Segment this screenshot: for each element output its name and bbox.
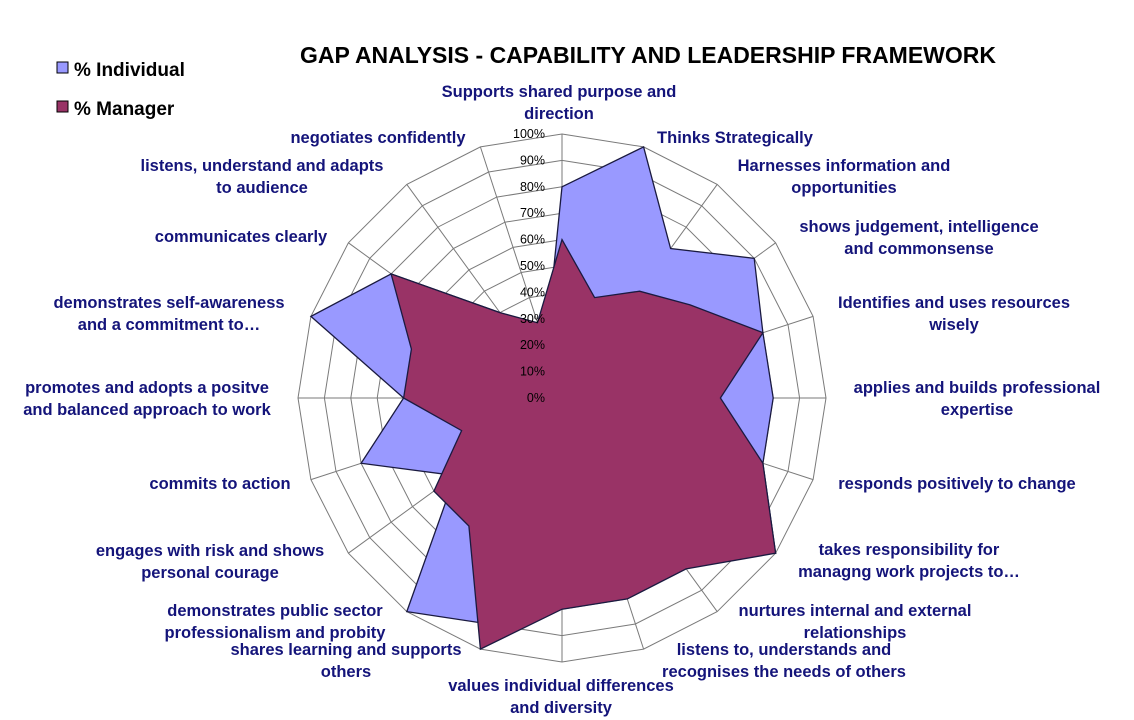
radar-series — [309, 145, 777, 651]
category-label-line: direction — [524, 105, 594, 123]
category-label: nurtures internal and external relationsh… — [739, 602, 972, 642]
category-label-line: Thinks Strategically — [657, 129, 814, 147]
tick-label: 100% — [513, 127, 545, 141]
tick-label: 40% — [520, 285, 545, 299]
category-label: values individual differences and diversi… — [448, 677, 674, 717]
category-label-line: Harnesses information and — [738, 157, 951, 175]
category-label-line: recognises the needs of others — [662, 663, 906, 681]
legend-swatch-individual — [56, 61, 69, 74]
tick-label: 90% — [520, 153, 545, 167]
category-label-line: to audience — [216, 179, 308, 197]
category-label-line: managng work projects to… — [798, 563, 1020, 581]
category-label: shares learning and supports others — [230, 641, 461, 681]
legend-label-manager: % Manager — [74, 99, 175, 120]
category-label: responds positively to change — [838, 475, 1075, 493]
category-label-line: responds positively to change — [838, 475, 1075, 493]
category-label-line: and a commitment to… — [78, 316, 260, 334]
category-label-line: listens, understand and adapts — [141, 157, 384, 175]
legend-swatch-manager — [56, 100, 69, 113]
category-label-line: Supports shared purpose and — [442, 83, 677, 101]
category-label-line: demonstrates self-awareness — [53, 294, 284, 312]
category-label-line: wisely — [928, 316, 979, 334]
category-label-line: nurtures internal and external — [739, 602, 972, 620]
tick-label: 30% — [520, 312, 545, 326]
tick-label: 0% — [527, 391, 545, 405]
category-label-line: applies and builds professional — [854, 379, 1101, 397]
legend: % Individual % Manager — [56, 60, 185, 120]
category-label-line: negotiates confidently — [290, 129, 466, 147]
category-labels: Supports shared purpose and direction Thin… — [23, 83, 1100, 717]
series-manager-area — [390, 237, 777, 651]
category-label-line: and balanced approach to work — [23, 401, 271, 419]
tick-label: 80% — [520, 180, 545, 194]
category-label: Supports shared purpose and direction — [442, 83, 677, 123]
legend-label-individual: % Individual — [74, 60, 185, 81]
category-label-line: commits to action — [149, 475, 290, 493]
category-label-line: others — [321, 663, 371, 681]
category-label-line: professionalism and probity — [165, 624, 387, 642]
category-label: engages with risk and shows personal cour… — [96, 542, 324, 582]
category-label-line: shows judgement, intelligence — [799, 218, 1038, 236]
tick-label: 10% — [520, 365, 545, 379]
category-label-line: promotes and adopts a positve — [25, 379, 269, 397]
tick-label: 60% — [520, 233, 545, 247]
category-label: listens to, understands and recognises th… — [662, 641, 906, 681]
category-label: promotes and adopts a positve and balance… — [23, 379, 271, 419]
tick-label: 20% — [520, 338, 545, 352]
category-label-line: relationships — [804, 624, 907, 642]
category-label: Thinks Strategically — [657, 129, 814, 147]
category-label: Identifies and uses resources wisely — [838, 294, 1070, 334]
category-label: listens, understand and adapts to audienc… — [141, 157, 384, 197]
tick-label: 70% — [520, 206, 545, 220]
radial-ticks: 0% 10% 20% 30% 40% 50% 60% 70% 80% 90% 100% — [513, 127, 545, 405]
category-label-line: and commonsense — [844, 240, 993, 258]
category-label: applies and builds professional expertise — [854, 379, 1101, 419]
category-label: Harnesses information and opportunities — [738, 157, 951, 197]
category-label-line: listens to, understands and — [677, 641, 892, 659]
category-label-line: personal courage — [141, 564, 279, 582]
category-label-line: shares learning and supports — [230, 641, 461, 659]
category-label-line: and diversity — [510, 699, 613, 717]
category-label: communicates clearly — [155, 228, 328, 246]
category-label: negotiates confidently — [290, 129, 466, 147]
category-label: demonstrates public sector professionalis… — [165, 602, 387, 642]
category-label: takes responsibility for managng work pro… — [798, 541, 1020, 581]
category-label: shows judgement, intelligence and commons… — [799, 218, 1038, 258]
category-label-line: demonstrates public sector — [167, 602, 383, 620]
category-label-line: engages with risk and shows — [96, 542, 324, 560]
category-label: commits to action — [149, 475, 290, 493]
category-label-line: takes responsibility for — [819, 541, 1000, 559]
category-label-line: opportunities — [791, 179, 896, 197]
category-label: demonstrates self-awareness and a commitm… — [53, 294, 284, 334]
category-label-line: values individual differences — [448, 677, 674, 695]
chart-title: GAP ANALYSIS - CAPABILITY AND LEADERSHIP… — [300, 42, 996, 68]
tick-label: 50% — [520, 259, 545, 273]
category-label-line: Identifies and uses resources — [838, 294, 1070, 312]
category-label-line: communicates clearly — [155, 228, 328, 246]
category-label-line: expertise — [941, 401, 1013, 419]
